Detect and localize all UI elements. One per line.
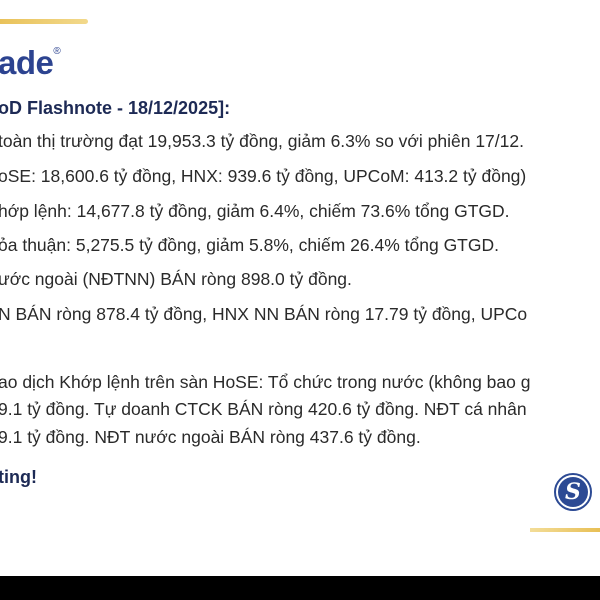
text-line: ao dịch Khớp lệnh trên sàn HoSE: Tổ chức… (0, 372, 531, 392)
text-line: 9.1 tỷ đồng. Tự doanh CTCK BÁN ròng 420.… (0, 399, 527, 419)
text-line: toàn thị trường đạt 19,953.3 tỷ đồng, gi… (0, 131, 524, 151)
text-line: oSE: 18,600.6 tỷ đồng, HNX: 939.6 tỷ đồn… (0, 166, 527, 186)
letterbox-bar (0, 576, 600, 600)
text-line: 9.1 tỷ đồng. NĐT nước ngoài BÁN ròng 437… (0, 427, 421, 447)
brand-logo-text: ade® (0, 44, 61, 81)
closing-text: ting! (0, 467, 37, 487)
flashnote-title: oD Flashnote - 18/12/2025]: (0, 98, 231, 118)
text-line: ước ngoài (NĐTNN) BÁN ròng 898.0 tỷ đồng… (0, 269, 352, 289)
company-s-logo-icon: S (554, 473, 592, 511)
gold-accent-bar-bottom (530, 528, 600, 532)
gold-accent-bar-top (0, 19, 88, 24)
text-line: N BÁN ròng 878.4 tỷ đồng, HNX NN BÁN ròn… (0, 304, 528, 324)
text-line: ỏa thuận: 5,275.5 tỷ đồng, giảm 5.8%, ch… (0, 235, 499, 255)
logo-letter: S (558, 477, 588, 507)
text-line: hớp lệnh: 14,677.8 tỷ đồng, giảm 6.4%, c… (0, 201, 510, 221)
